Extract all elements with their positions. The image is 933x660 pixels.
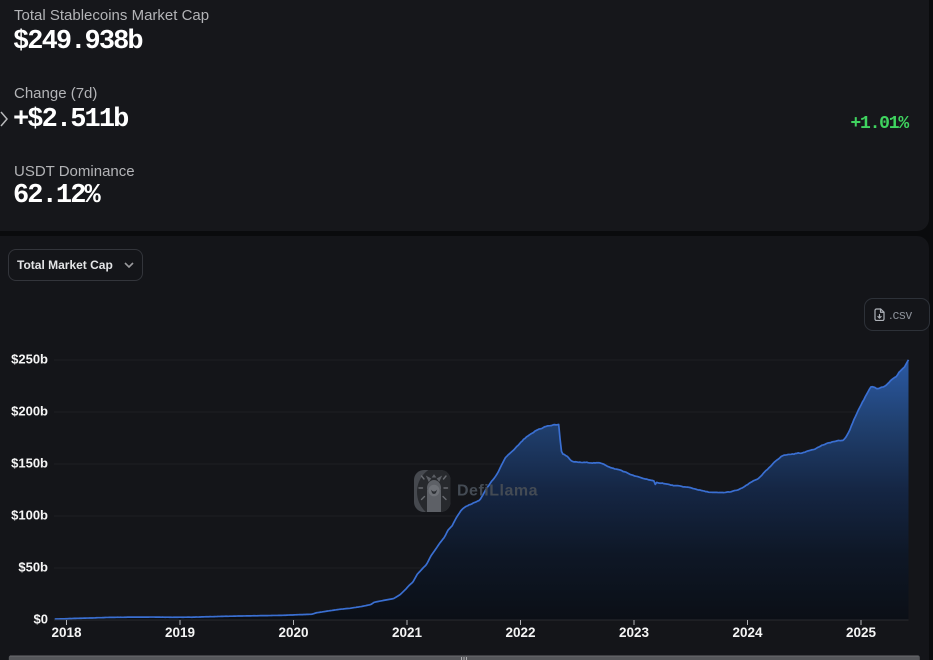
svg-text:DefiLlama: DefiLlama: [457, 483, 538, 500]
svg-text:2019: 2019: [165, 625, 195, 640]
svg-text:$200b: $200b: [11, 404, 48, 419]
svg-text:2022: 2022: [505, 625, 535, 640]
svg-text:$0: $0: [34, 612, 48, 627]
svg-text:$250b: $250b: [11, 352, 48, 367]
svg-text:2023: 2023: [619, 625, 650, 640]
svg-text:$100b: $100b: [11, 508, 48, 523]
svg-text:2018: 2018: [51, 625, 82, 640]
svg-text:2021: 2021: [392, 625, 423, 640]
svg-text:2024: 2024: [732, 625, 763, 640]
svg-text:$150b: $150b: [11, 456, 48, 471]
svg-text:2025: 2025: [846, 625, 877, 640]
svg-text:2020: 2020: [278, 625, 308, 640]
svg-text:$50b: $50b: [18, 560, 48, 575]
